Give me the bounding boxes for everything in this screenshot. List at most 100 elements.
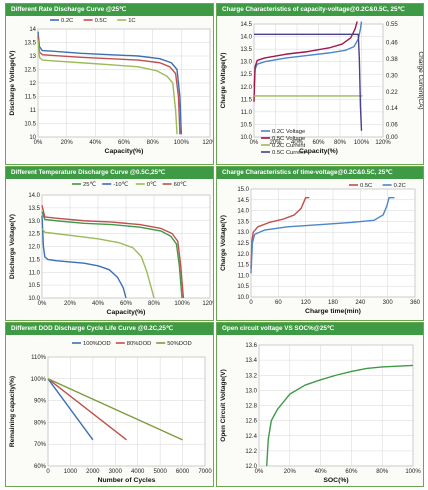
x-tick-label: 20% (284, 469, 297, 475)
x-tick-label: 60% (118, 140, 131, 146)
legend-entry: 0.5C Voltage (272, 136, 305, 142)
x-axis-label: Capacity(%) (299, 148, 338, 155)
y-axis-label: Remaining capacity(%) (9, 376, 16, 447)
y-tick-label: 12.4 (245, 434, 257, 440)
y-tick-label: 13.0 (240, 60, 252, 66)
y-tick-label: 80% (34, 420, 47, 426)
x-tick-label: 40% (291, 140, 304, 146)
x-tick-label: 5000 (153, 469, 167, 475)
y2-tick-label: 0.00 (386, 135, 398, 141)
y-tick-label: 13.4 (245, 358, 257, 364)
y2-tick-label: 0.38 (386, 57, 398, 63)
y-tick-label: 90% (34, 399, 47, 405)
y-tick-label: 13.0 (28, 219, 40, 225)
y-tick-label: 11 (30, 108, 37, 114)
y-tick-label: 12.0 (245, 464, 257, 470)
x-tick-label: 360 (410, 300, 421, 306)
series-line (41, 205, 185, 299)
chart-panel-temperature-discharge: Different Temperature Discharge Curve @0… (5, 166, 214, 321)
y-tick-label: 13.0 (237, 230, 249, 236)
x-tick-label: 40% (315, 469, 328, 475)
y2-tick-label: 0.55 (386, 22, 398, 28)
legend-entry: 0℃ (147, 182, 157, 188)
x-axis-label: Number of Cycles (98, 477, 156, 484)
y2-tick-label: 0.30 (386, 73, 398, 79)
y-tick-label: 12.5 (28, 232, 40, 238)
y-tick-label: 12.5 (240, 72, 252, 78)
chart-panel-rate-discharge: Different Rate Discharge Curve @25℃ 10 10… (5, 3, 214, 165)
x-tick-label: 40% (92, 301, 105, 307)
series-line (250, 196, 310, 269)
legend-entry: -10℃ (113, 182, 128, 188)
y-tick-label: 11.0 (238, 273, 250, 279)
y-tick-label: 110% (31, 355, 47, 361)
x-tick-label: 2000 (86, 469, 100, 475)
legend-entry: 0.2C Voltage (272, 129, 305, 135)
x-tick-label: 100% (405, 469, 421, 475)
y-tick-label: 11.0 (241, 110, 253, 116)
x-tick-label: 120% (202, 140, 214, 146)
y-tick-label: 14 (29, 27, 36, 33)
plot-area (47, 356, 206, 467)
x-tick-label: 120 (301, 300, 312, 306)
x-tick-label: 100% (174, 301, 190, 307)
chart-panel-time-voltage: Charge Characteristics of time-voltage@0… (216, 166, 424, 321)
y-tick-label: 13.2 (245, 373, 257, 379)
y-axis-label: Discharge Voltage(V) (9, 214, 16, 279)
y2-tick-label: 0.46 (386, 40, 398, 46)
series-line (250, 196, 395, 274)
ocv-soc-chart: 12.0 12.2 12.4 12.6 12.8 13.0 13.2 13.4 13.6 0% 20… (220, 343, 421, 484)
series-line (41, 215, 127, 299)
y-tick-label: 13 (29, 54, 36, 60)
x-tick-label: 60 (275, 300, 282, 306)
y-tick-label: 13.5 (28, 206, 40, 212)
x-tick-label: 0% (250, 140, 259, 146)
y-tick-label: 10 (29, 135, 36, 141)
x-tick-label: 100% (354, 140, 370, 146)
x-tick-label: 80% (148, 301, 161, 307)
y-tick-label: 14.5 (237, 198, 249, 204)
x-tick-label: 100% (174, 140, 190, 146)
y-tick-label: 11.5 (29, 257, 41, 263)
y-axis-label: Open Circuit Voltage(V) (220, 369, 227, 441)
legend-entry: 25℃ (83, 182, 96, 188)
y-tick-label: 70% (34, 442, 47, 448)
y-tick-label: 14.0 (237, 209, 249, 215)
series-line (47, 378, 94, 441)
panel-title: Charge Characteristics of time-voltage@0… (217, 167, 423, 179)
series-line (37, 35, 181, 135)
x-tick-label: 80% (147, 140, 160, 146)
x-tick-label: 180 (328, 300, 339, 306)
x-tick-label: 80% (376, 469, 389, 475)
y-tick-label: 12.6 (245, 419, 257, 425)
y-tick-label: 13.5 (237, 219, 249, 225)
legend-entry: 60℃ (174, 182, 187, 188)
y-tick-label: 10.5 (240, 122, 252, 128)
y2-tick-label: 0.14 (386, 106, 398, 112)
x-tick-label: 0% (34, 140, 43, 146)
x-tick-label: 300 (383, 300, 394, 306)
x-tick-label: 3000 (109, 469, 123, 475)
y-tick-label: 12.0 (237, 252, 249, 258)
legend-entry: 1C (128, 18, 135, 24)
x-axis-label: Capacity(%) (105, 148, 144, 155)
y-tick-label: 100% (31, 377, 47, 383)
x-tick-label: 0 (46, 469, 50, 475)
legend-entry: 80%DOD (127, 341, 151, 347)
y-tick-label: 15.0 (237, 187, 249, 193)
panel-title: Different DOD Discharge Cycle Life Curve… (6, 323, 213, 335)
legend-entry: 0.5C Current (272, 150, 306, 156)
x-tick-label: 60% (312, 140, 325, 146)
y-axis-label: Discharge Voltage(V) (9, 51, 16, 116)
dod-cycle-life-chart: 60% 70% 80% 90% 100% 110% 0 1000 2000 3000 4000 500… (9, 341, 212, 484)
x-tick-label: 4000 (131, 469, 145, 475)
capacity-voltage-chart: 10.0 10.5 11.0 11.5 12.0 12.5 13.0 13.5 14.0 14.5… (220, 21, 423, 156)
x-tick-label: 0% (255, 469, 264, 475)
series-line (266, 364, 414, 467)
x-axis-label: Charge time(min) (305, 308, 361, 315)
x-axis-label: Capacity(%) (107, 309, 146, 316)
legend-entry: 0.5C (95, 18, 107, 24)
x-tick-label: 20% (61, 140, 74, 146)
panel-title: Different Rate Discharge Curve @25℃ (6, 4, 213, 16)
panel-title: Different Temperature Discharge Curve @0… (6, 167, 213, 179)
